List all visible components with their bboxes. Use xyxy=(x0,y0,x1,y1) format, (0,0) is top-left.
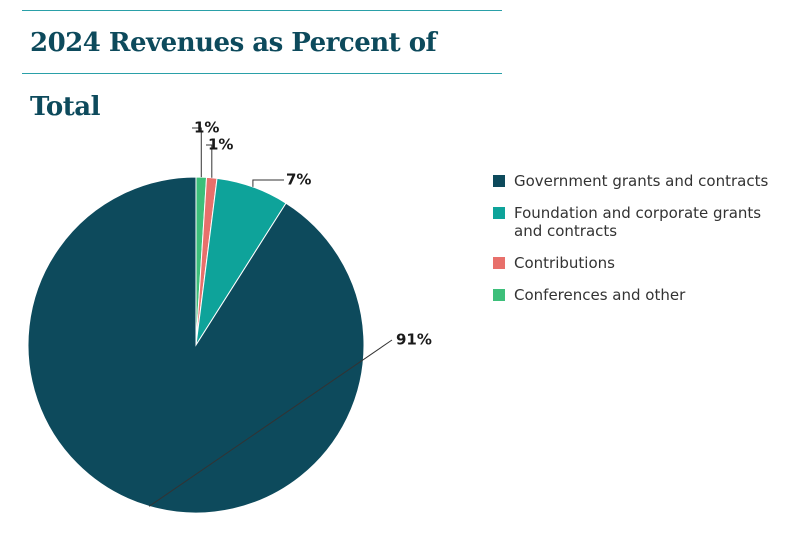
legend-swatch xyxy=(493,207,505,219)
legend: Government grants and contracts Foundatio… xyxy=(493,172,783,318)
leader-line xyxy=(206,144,213,178)
legend-item: Conferences and other xyxy=(493,286,783,304)
leader-line xyxy=(252,179,284,187)
legend-swatch xyxy=(493,257,505,269)
leader-line xyxy=(148,339,393,507)
legend-item: Contributions xyxy=(493,254,783,272)
legend-item: Government grants and contracts xyxy=(493,172,783,190)
legend-label: Contributions xyxy=(514,254,615,272)
data-label: 7% xyxy=(286,171,311,189)
data-label: 91% xyxy=(396,331,432,349)
data-label: 1% xyxy=(194,119,219,137)
data-label: 1% xyxy=(208,136,233,154)
pie-slice xyxy=(27,176,365,514)
leader-line xyxy=(192,127,202,178)
legend-label: Conferences and other xyxy=(514,286,686,304)
legend-swatch xyxy=(493,175,505,187)
legend-label: Foundation and corporate grants and cont… xyxy=(514,204,762,240)
legend-swatch xyxy=(493,289,505,301)
legend-label: Government grants and contracts xyxy=(514,172,769,190)
legend-item: Foundation and corporate grants and cont… xyxy=(493,204,783,240)
chart-title: 2024 Revenues as Percent of Total xyxy=(22,10,502,122)
